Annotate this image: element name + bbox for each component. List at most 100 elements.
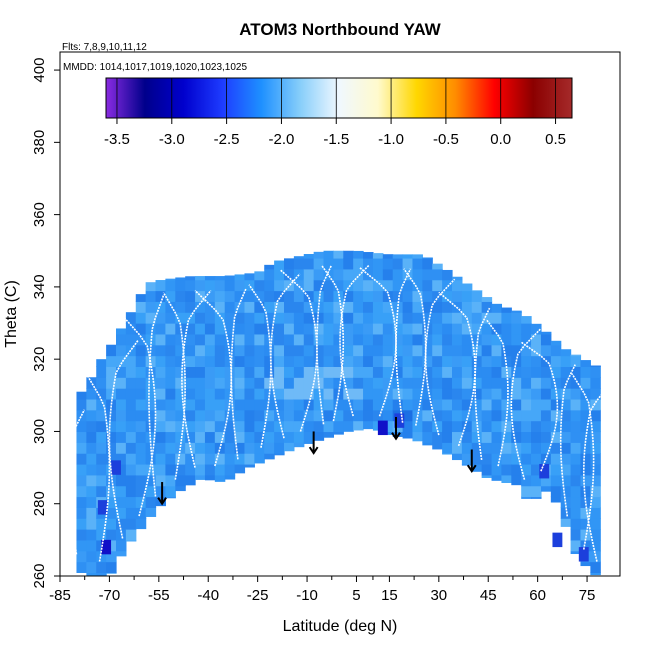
heat-cell (540, 333, 552, 346)
heat-cell (531, 366, 542, 378)
heat-cell (264, 398, 275, 411)
heat-cell (570, 550, 582, 555)
heat-cell (234, 377, 246, 389)
heat-cell (165, 431, 176, 443)
heat-cell (432, 431, 443, 443)
heat-cell (452, 290, 463, 302)
heat-cell (323, 409, 335, 422)
flight-profile (181, 290, 212, 468)
heat-cell (442, 269, 453, 281)
heat-cell (214, 355, 226, 367)
heat-cell (165, 420, 176, 433)
heat-cell (185, 333, 196, 346)
heat-cell (402, 431, 414, 439)
heat-cell (234, 420, 246, 433)
heat-cell (76, 518, 87, 530)
flight-profile (571, 373, 595, 550)
heat-cell (491, 366, 503, 378)
heat-cell (422, 398, 433, 411)
heat-cell (540, 431, 552, 443)
heat-cell (432, 268, 443, 281)
heat-cell (76, 507, 87, 519)
heat-cell (452, 453, 463, 461)
flight-profile (230, 288, 247, 460)
heat-cell (284, 409, 295, 422)
arrow-head (391, 432, 401, 441)
heat-cell (284, 388, 295, 400)
heat-cell (254, 442, 265, 454)
heat-cell (195, 377, 206, 389)
heat-cell (96, 398, 107, 411)
heat-cell (303, 442, 315, 444)
heat-cell (145, 344, 157, 357)
heat-cell (461, 453, 473, 465)
heat-cell (323, 377, 335, 389)
colorbar-tick-label: 0.5 (545, 131, 566, 148)
heat-cell (313, 344, 325, 357)
heat-cell (422, 409, 433, 422)
heat-cell (550, 409, 562, 422)
heat-cell (521, 388, 532, 400)
heat-cell (303, 279, 315, 292)
heat-cell (452, 409, 463, 422)
heat-cell (125, 442, 137, 454)
heat-cell (155, 355, 167, 367)
heat-cell (511, 344, 522, 357)
heat-cell (570, 420, 582, 433)
heat-cell (560, 377, 572, 389)
heat-cell (501, 344, 512, 357)
heat-cell (313, 257, 325, 270)
heat-cell (570, 485, 582, 498)
heat-cell (135, 420, 147, 433)
heat-cell (96, 463, 107, 476)
heat-cell (195, 409, 206, 422)
heat-cell (303, 268, 315, 281)
heat-cell (224, 474, 236, 480)
heat-cell (106, 388, 117, 400)
heat-cell (382, 366, 394, 378)
heat-cell (491, 431, 503, 443)
x-tick-label: 45 (480, 587, 497, 604)
heat-cell (195, 442, 206, 454)
heat-cell (125, 463, 137, 476)
heat-cell (481, 366, 493, 378)
heat-cell (560, 398, 572, 411)
heat-cell (422, 442, 433, 446)
heat-cell (96, 485, 107, 498)
heat-cell (333, 257, 344, 270)
heat-cell (432, 333, 443, 346)
heat-cell (293, 409, 305, 422)
heat-cell (511, 409, 522, 422)
heat-cell (155, 312, 167, 324)
heat-cell (106, 539, 117, 552)
x-tick-label: 30 (430, 587, 447, 604)
heat-cell (412, 301, 423, 313)
y-tick-label: 360 (31, 202, 48, 227)
heat-cell (521, 420, 532, 433)
heat-cell (452, 398, 463, 411)
heat-cell (353, 257, 364, 270)
heat-cell (372, 388, 384, 400)
heat-cell (570, 355, 582, 367)
heat-cell (501, 431, 512, 443)
heat-cell (392, 333, 404, 346)
heat-cell (372, 257, 384, 270)
heat-cell (125, 323, 137, 335)
heat-cell (412, 323, 423, 335)
heat-cell (392, 388, 404, 400)
heat-cell (254, 377, 265, 389)
heat-cell (501, 307, 512, 313)
heat-cell (135, 507, 147, 519)
flight-profile (403, 268, 427, 426)
x-tick-label: 5 (352, 587, 360, 604)
heat-cell (284, 301, 295, 313)
heat-cell (165, 290, 176, 302)
heat-cell (481, 453, 493, 465)
heat-cell (185, 323, 196, 335)
heat-cell (145, 290, 157, 302)
y-tick-label: 400 (31, 58, 48, 83)
heat-cell (185, 301, 196, 313)
heat-cell (353, 377, 364, 389)
heat-cell (254, 323, 265, 335)
heat-cell (521, 344, 532, 357)
